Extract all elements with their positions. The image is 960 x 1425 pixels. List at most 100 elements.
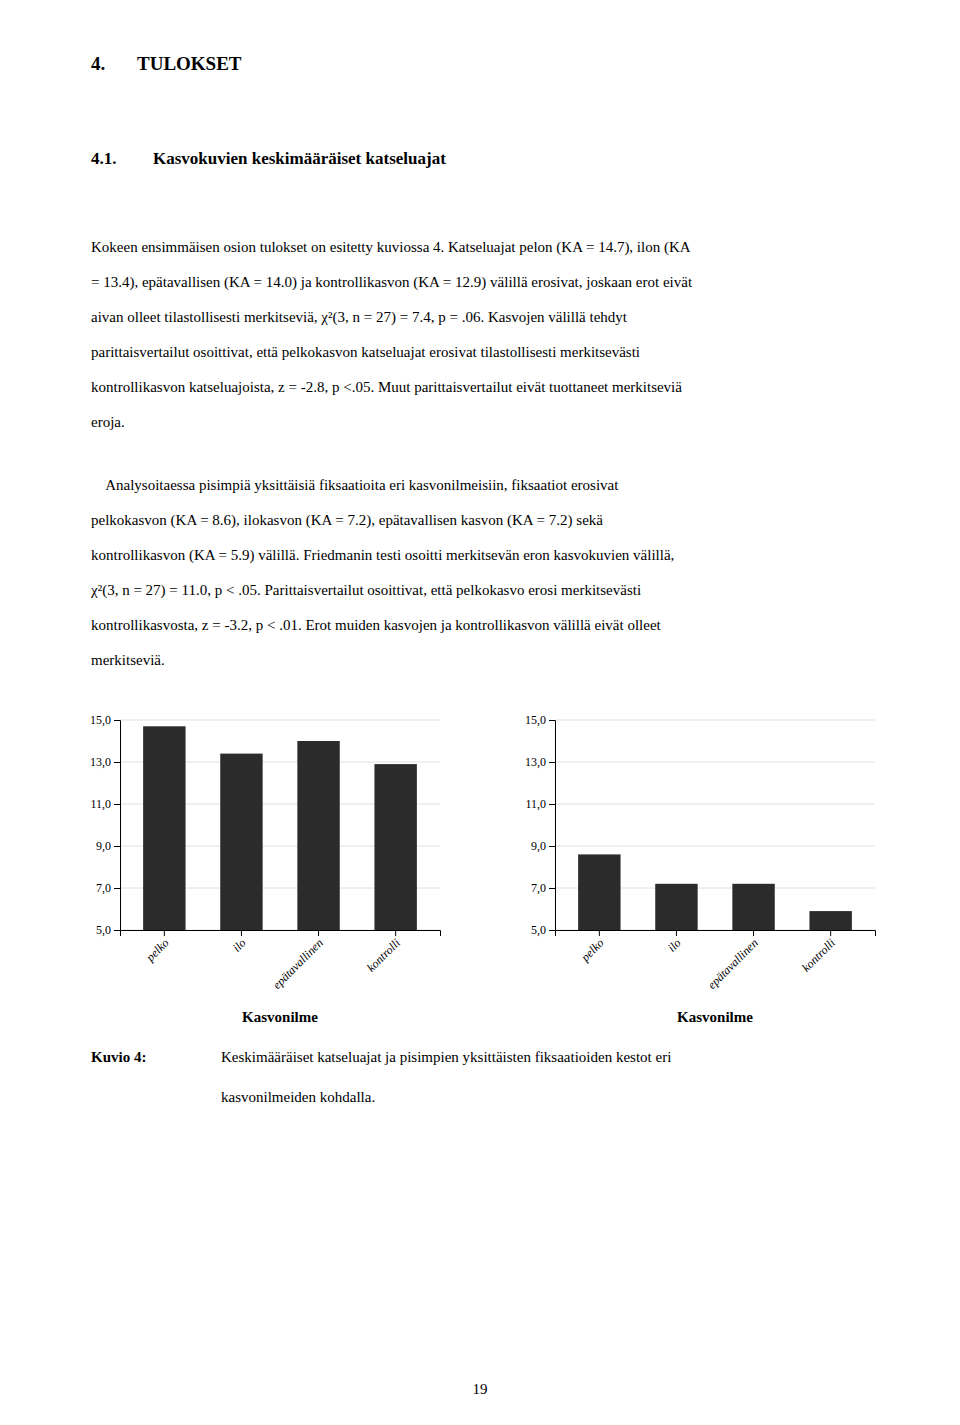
- tick-label: epätavallinen: [705, 936, 761, 992]
- grid: [555, 720, 875, 930]
- tick-mark: [114, 720, 120, 721]
- bar: [578, 854, 620, 930]
- chart: 5,0 7,0 9,0 11,0 13,0 15,0 pelko ilo epätavallin…: [90, 713, 441, 1025]
- tick-mark: [114, 804, 120, 805]
- paragraph-line: aivan olleet tilastollisesti merkitseviä…: [91, 309, 628, 326]
- tick: 11,0: [90, 797, 120, 811]
- tick-label: 11,0: [525, 797, 546, 811]
- axis-line: [114, 721, 121, 931]
- tick: kontrolli: [364, 930, 403, 975]
- tick-mark: [830, 930, 831, 936]
- paragraph-line: χ²(3, n = 27) = 11.0, p < .05. Parittais…: [90, 582, 641, 599]
- grid-line: [555, 720, 875, 721]
- tick-label: 13,0: [90, 755, 111, 769]
- tick: pelko: [578, 930, 607, 965]
- tick-mark: [114, 888, 120, 889]
- page-title-number: 4.: [91, 53, 105, 74]
- tick: kontrolli: [799, 930, 838, 975]
- grid: [120, 720, 440, 930]
- paragraph-line: kontrollikasvosta, z = -3.2, p < .01. Er…: [91, 617, 662, 633]
- y-axis: 5,0 7,0 9,0 11,0 13,0 15,0: [525, 713, 556, 937]
- section-heading: Kasvokuvien keskimääräiset katseluajat: [153, 149, 446, 168]
- bar: [143, 726, 185, 930]
- tick: ilo: [665, 930, 684, 955]
- paragraph-line: Analysoitaessa pisimpiä yksittäisiä fiks…: [91, 477, 619, 493]
- tick: ilo: [230, 930, 249, 955]
- paragraph-line: = 13.4), epätavallisen (KA = 14.0) ja ko…: [91, 274, 693, 291]
- tick: 7,0: [96, 881, 120, 895]
- tick-label: pelko: [578, 936, 607, 965]
- page: 4. TULOKSET 4.1. Kasvokuvien keskimääräiset…: [0, 0, 960, 1425]
- paragraph-line: pelkokasvon (KA = 8.6), ilokasvon (KA = …: [91, 512, 603, 529]
- caption-line: kasvonilmeiden kohdalla.: [221, 1089, 375, 1105]
- tick-mark: [549, 720, 555, 721]
- tick-mark: [549, 804, 555, 805]
- tick-mark: [114, 930, 120, 931]
- grid-line: [555, 804, 875, 805]
- paragraph-line: kontrollikasvon (KA = 5.9) välillä. Frie…: [91, 547, 674, 564]
- tick-mark: [753, 930, 754, 936]
- tick-label: 5,0: [531, 923, 546, 937]
- page-title: TULOKSET: [137, 53, 242, 74]
- tick: epätavallinen: [705, 930, 761, 992]
- tick: epätavallinen: [270, 930, 326, 992]
- y-axis: 5,0 7,0 9,0 11,0 13,0 15,0: [90, 713, 121, 937]
- tick: 9,0: [96, 839, 120, 853]
- axis-title: Kasvonilme: [677, 1009, 753, 1025]
- caption-line: Keskimääräiset katseluajat ja pisimpien …: [221, 1049, 671, 1065]
- tick-mark: [164, 930, 165, 936]
- paragraph-line: kontrollikasvon katseluajoista, z = -2.8…: [91, 379, 682, 395]
- tick-mark: [599, 930, 600, 936]
- tick-label: ilo: [230, 936, 249, 955]
- tick-label: 9,0: [96, 839, 111, 853]
- x-axis: pelko ilo epätavallinen kontrolli: [121, 930, 441, 992]
- tick-mark: [395, 930, 396, 936]
- bar: [297, 741, 339, 930]
- tick: 15,0: [90, 713, 120, 727]
- bars: [578, 854, 852, 930]
- grid-line: [555, 762, 875, 763]
- tick: 13,0: [525, 755, 555, 769]
- section-number: 4.1.: [91, 149, 117, 168]
- axis-line: [556, 931, 876, 937]
- bar: [374, 764, 416, 930]
- bar: [732, 884, 774, 930]
- tick-mark: [114, 762, 120, 763]
- tick: 5,0: [531, 923, 555, 937]
- tick-label: epätavallinen: [270, 936, 326, 992]
- tick-label: 5,0: [96, 923, 111, 937]
- tick: pelko: [143, 930, 172, 965]
- tick: 7,0: [531, 881, 555, 895]
- tick: 13,0: [90, 755, 120, 769]
- bar: [220, 754, 262, 930]
- paragraph-line: Kokeen ensimmäisen osion tulokset on esi…: [91, 239, 691, 256]
- tick-label: 7,0: [96, 881, 111, 895]
- tick-mark: [549, 762, 555, 763]
- page-number: 19: [473, 1381, 488, 1397]
- tick-label: 15,0: [90, 713, 111, 727]
- tick-label: kontrolli: [364, 936, 403, 975]
- tick-label: 7,0: [531, 881, 546, 895]
- tick-mark: [549, 846, 555, 847]
- tick-label: 9,0: [531, 839, 546, 853]
- axis-line: [549, 721, 556, 931]
- tick-label: 13,0: [525, 755, 546, 769]
- paragraph-line: merkitseviä.: [91, 652, 165, 668]
- tick-label: 11,0: [90, 797, 111, 811]
- axis-line: [121, 931, 441, 937]
- tick-mark: [549, 888, 555, 889]
- paragraph-line: eroja.: [91, 414, 125, 430]
- tick-mark: [241, 930, 242, 936]
- tick-mark: [549, 930, 555, 931]
- tick: 11,0: [525, 797, 555, 811]
- tick-mark: [318, 930, 319, 936]
- grid-line: [555, 846, 875, 847]
- tick-label: 15,0: [525, 713, 546, 727]
- chart: 5,0 7,0 9,0 11,0 13,0 15,0 pelko ilo epätavallin…: [525, 713, 876, 1025]
- tick-mark: [114, 846, 120, 847]
- tick: 9,0: [531, 839, 555, 853]
- paragraph-line: parittaisvertailut osoittivat, että pelk…: [91, 344, 640, 360]
- x-axis: pelko ilo epätavallinen kontrolli: [556, 930, 876, 992]
- tick-label: pelko: [143, 936, 172, 965]
- tick: 15,0: [525, 713, 555, 727]
